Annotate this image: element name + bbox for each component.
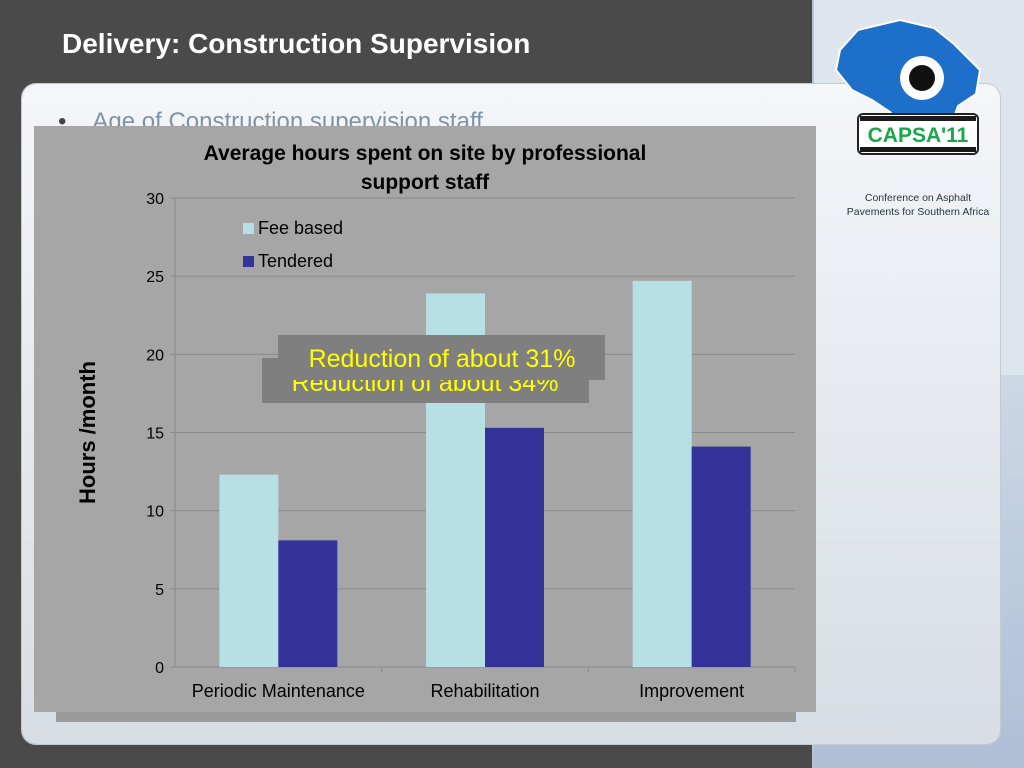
y-tick-label: 20	[146, 347, 164, 364]
y-tick-label: 0	[155, 660, 164, 677]
y-tick-label: 30	[146, 191, 164, 208]
legend-swatch	[243, 223, 254, 234]
capsa-logo: CAPSA'11	[834, 18, 982, 155]
conference-name: Conference on Asphalt Pavements for Sout…	[830, 191, 1006, 219]
conference-line-2: Pavements for Southern Africa	[846, 206, 990, 218]
bar-fee-based	[632, 280, 692, 667]
x-tick-label: Periodic Maintenance	[192, 681, 365, 701]
x-tick-label: Rehabilitation	[430, 681, 539, 701]
legend-swatch	[243, 256, 254, 267]
logo-eye	[909, 65, 935, 91]
bar-fee-based	[219, 474, 279, 667]
bar-tendered	[691, 446, 751, 667]
conference-line-1: Conference on Asphalt	[864, 192, 972, 204]
logo-text: CAPSA'11	[868, 124, 969, 147]
chart-title-line-1: Average hours spent on site by professio…	[204, 142, 647, 165]
y-tick-label: 5	[155, 582, 164, 599]
chart-title-line-2: support staff	[361, 171, 490, 194]
y-tick-label: 25	[146, 269, 164, 286]
y-tick-label: 10	[146, 504, 164, 521]
x-tick-label: Improvement	[639, 681, 744, 701]
legend-label: Fee based	[258, 218, 343, 238]
slide-title: Delivery: Construction Supervision	[62, 28, 531, 59]
annotation-box	[278, 335, 605, 380]
annotation-text: Reduction of about 31%	[309, 345, 576, 373]
bullet-dot: •	[58, 108, 67, 135]
bar-tendered	[278, 540, 338, 667]
bar-chart: Average hours spent on site by professio…	[75, 142, 796, 701]
y-axis-label: Hours /month	[75, 361, 100, 504]
bar-tendered	[485, 427, 544, 667]
chart-frame: Average hours spent on site by professio…	[34, 126, 816, 712]
legend-label: Tendered	[258, 251, 333, 271]
y-tick-label: 15	[146, 426, 164, 443]
